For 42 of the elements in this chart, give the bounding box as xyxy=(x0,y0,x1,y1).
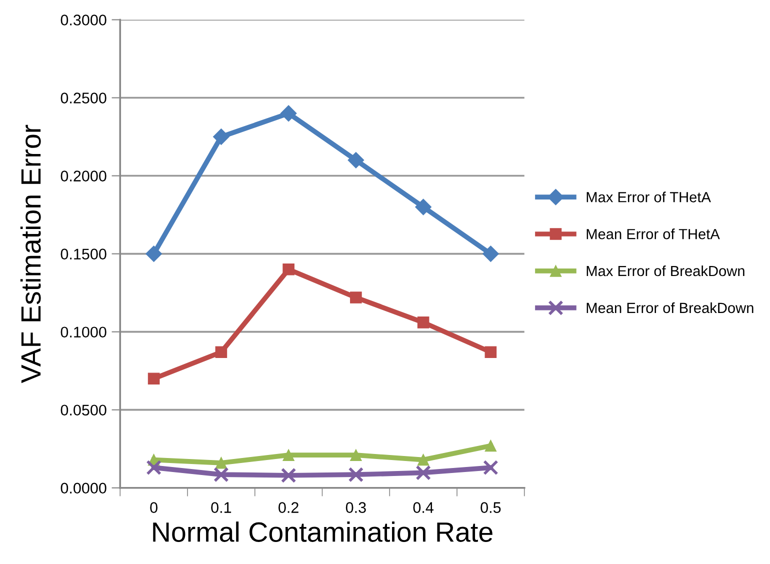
x-tick-label: 0.5 xyxy=(480,502,501,513)
point xyxy=(484,440,497,452)
x-axis-title: Normal Contamination Rate xyxy=(153,522,492,542)
point xyxy=(417,316,430,328)
y-tick-label: 0.1000 xyxy=(60,326,106,338)
point xyxy=(415,198,432,216)
legend-label: Max Error of BreakDown xyxy=(586,265,744,276)
point xyxy=(282,449,294,461)
point xyxy=(350,449,362,461)
point xyxy=(417,454,430,466)
point xyxy=(348,466,364,482)
point xyxy=(282,264,294,276)
x-tick-label: 0 xyxy=(150,502,158,513)
point xyxy=(348,152,364,168)
x-tick-label: 0.4 xyxy=(413,502,434,513)
y-axis-title: VAF Estimation Error xyxy=(20,124,41,384)
point xyxy=(483,460,498,476)
point xyxy=(350,292,362,304)
point xyxy=(215,456,228,469)
point xyxy=(280,105,297,122)
y-tick-label: 0.1500 xyxy=(60,248,106,260)
x-tick-label: 0.3 xyxy=(346,502,366,513)
legend-label: Max Error of THetA xyxy=(586,192,711,202)
y-tick-label: 0.0000 xyxy=(60,482,106,494)
y-tick-label: 0.0500 xyxy=(60,404,106,416)
point xyxy=(214,466,229,482)
point xyxy=(148,372,160,385)
point xyxy=(146,460,162,476)
point xyxy=(416,465,431,480)
point xyxy=(215,346,228,358)
point xyxy=(484,346,497,358)
point xyxy=(280,468,296,484)
x-tick-label: 0.2 xyxy=(278,502,298,513)
y-tick-label: 0.2500 xyxy=(60,92,106,104)
point xyxy=(482,246,499,262)
y-tick-label: 0.2000 xyxy=(60,170,106,182)
x-tick-label: 0.1 xyxy=(211,502,232,513)
legend-label: Mean Error of THetA xyxy=(586,228,720,240)
legend-label: Mean Error of BreakDown xyxy=(586,302,754,314)
point xyxy=(146,246,162,262)
point xyxy=(212,128,230,145)
y-tick-label: 0.3000 xyxy=(60,14,106,26)
